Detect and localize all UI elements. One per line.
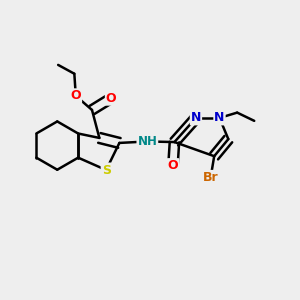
Text: O: O	[168, 159, 178, 172]
Text: NH: NH	[137, 135, 157, 148]
Text: N: N	[191, 111, 201, 124]
Text: Br: Br	[203, 171, 218, 184]
Text: N: N	[214, 111, 225, 124]
Text: O: O	[70, 89, 81, 102]
Text: S: S	[102, 164, 111, 176]
Text: O: O	[106, 92, 116, 105]
